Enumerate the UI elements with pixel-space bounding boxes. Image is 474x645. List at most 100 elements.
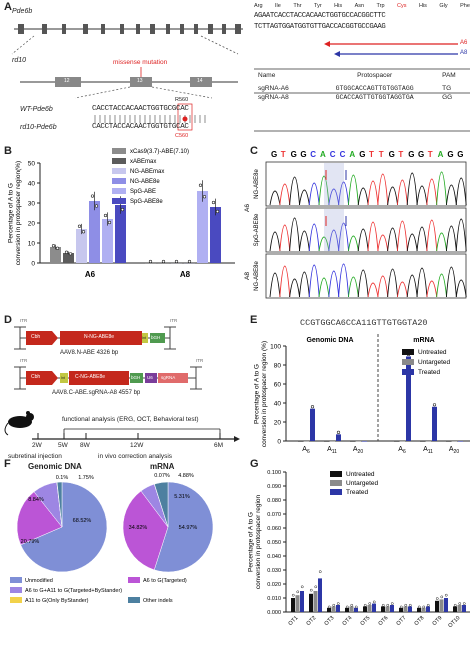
data-point bbox=[399, 605, 403, 609]
trace-peak bbox=[367, 180, 379, 206]
row-label: NG-ABE8e bbox=[254, 169, 260, 199]
exon-14-label: 14 bbox=[197, 78, 203, 84]
trace-peak bbox=[289, 176, 301, 206]
legend-label: A6 to G+A11 to G(Targeted+ByStander) bbox=[25, 588, 122, 594]
trace-peak bbox=[377, 173, 389, 206]
y-tick-label: 0.030 bbox=[267, 568, 281, 574]
trace-peak bbox=[279, 265, 291, 298]
bar bbox=[399, 607, 403, 612]
category-label: A11 bbox=[423, 446, 433, 455]
data-point bbox=[103, 213, 108, 218]
vec1-intein: Int bbox=[142, 336, 146, 340]
bar bbox=[381, 606, 385, 612]
chromatogram-box bbox=[265, 253, 467, 299]
sequence-base: A bbox=[320, 150, 326, 159]
vec2-caption: AAV8.C-ABE.sgRNA-A8 4557 bp bbox=[52, 390, 141, 396]
legend-label: xABEmax bbox=[130, 159, 156, 165]
slice-label: 4.88% bbox=[178, 473, 194, 479]
group-label-a8: A8 bbox=[244, 272, 251, 280]
trace-peak bbox=[298, 230, 310, 252]
sequence-base: G bbox=[389, 150, 395, 159]
trace-peak bbox=[426, 280, 438, 298]
trace-peak bbox=[436, 273, 448, 298]
data-point bbox=[422, 605, 426, 609]
bar bbox=[446, 441, 451, 442]
trace-peak bbox=[445, 266, 457, 298]
vec1-itr-right: ITR bbox=[170, 318, 178, 323]
category-label: OT7 bbox=[396, 615, 408, 627]
trace-peak bbox=[328, 270, 340, 298]
y-tick-label: 0.000 bbox=[267, 610, 281, 616]
legend-swatch bbox=[10, 577, 22, 583]
bar bbox=[300, 591, 304, 612]
exon-14 bbox=[190, 77, 212, 87]
row-label: SpG-ABE8e bbox=[254, 213, 260, 246]
data-point bbox=[148, 259, 153, 264]
data-point bbox=[417, 605, 421, 609]
legend-swatch bbox=[402, 359, 414, 365]
trace-peak bbox=[426, 219, 438, 252]
pie-title-mrna: mRNA bbox=[150, 462, 175, 471]
aa-item: Arg bbox=[254, 3, 263, 9]
time-6m: 6M bbox=[214, 442, 224, 449]
data-point bbox=[458, 602, 462, 605]
data-point bbox=[211, 200, 216, 205]
trace-peak bbox=[416, 267, 428, 298]
pie-title-genomic: Genomic DNA bbox=[28, 462, 82, 471]
data-point bbox=[300, 585, 304, 589]
trace-peak bbox=[289, 217, 301, 252]
bar bbox=[310, 408, 315, 441]
trace-peak bbox=[298, 189, 310, 206]
trace-peak bbox=[308, 264, 320, 298]
aa-item: Gly bbox=[439, 3, 448, 9]
legend-label: Unmodified bbox=[25, 578, 53, 584]
slice-label: 0.07% bbox=[154, 473, 170, 479]
time-5w: 5W bbox=[58, 442, 68, 449]
data-point bbox=[345, 605, 349, 609]
bar bbox=[432, 406, 437, 441]
trace-peak bbox=[396, 281, 408, 298]
data-point bbox=[368, 602, 372, 605]
data-point bbox=[444, 593, 448, 597]
u6-promoter bbox=[145, 373, 157, 383]
sequence-base: G bbox=[359, 150, 365, 159]
bar bbox=[324, 441, 329, 442]
data-point bbox=[187, 259, 192, 264]
trace-peak bbox=[406, 172, 418, 206]
aa-item: Asn bbox=[354, 3, 365, 9]
trace-peak bbox=[416, 226, 428, 252]
trace-peak bbox=[357, 269, 369, 298]
aa-item: Trp bbox=[376, 3, 385, 9]
data-point bbox=[77, 224, 82, 228]
y-tick-label: 0.050 bbox=[267, 540, 281, 546]
legend-label: xCas9(3.7)-ABE(7.10) bbox=[130, 149, 189, 155]
pie-slice bbox=[122, 490, 169, 571]
data-point bbox=[310, 405, 315, 409]
mutation-label: missense mutation bbox=[113, 59, 168, 66]
aa-item: Ile bbox=[275, 3, 281, 9]
data-point bbox=[51, 244, 56, 248]
data-point bbox=[432, 403, 437, 407]
y-axis-label: Percentage of A to Gconversion in protos… bbox=[248, 494, 262, 589]
data-point bbox=[453, 603, 457, 607]
vec2-promoter: Cbh bbox=[31, 374, 41, 380]
panel-b-letter: B bbox=[4, 145, 12, 157]
trace-peak bbox=[328, 188, 340, 206]
rd10-label: rd10 bbox=[12, 57, 27, 64]
bar bbox=[408, 606, 412, 612]
data-point bbox=[381, 603, 385, 607]
legend-swatch bbox=[112, 148, 126, 154]
slice-label: 20.79% bbox=[21, 539, 40, 545]
legend-label: SpG-ABE bbox=[130, 189, 156, 195]
edit-highlight bbox=[324, 209, 344, 251]
bar bbox=[304, 441, 309, 442]
alignment-ticks bbox=[94, 115, 206, 123]
table-cell: GTGGCACCAGTTGTGGTAGG bbox=[335, 85, 414, 92]
legend-label: Treated bbox=[346, 489, 369, 496]
trace-peak bbox=[357, 187, 369, 206]
y-axis-label: Percentage of A to Gconversion in protos… bbox=[8, 161, 22, 265]
wt-sequence: CACCTACCACAACTGGTGCGCAC bbox=[92, 105, 189, 113]
trace-peak bbox=[387, 268, 399, 298]
sequence-base: T bbox=[379, 150, 384, 159]
trace-peak bbox=[387, 227, 399, 252]
